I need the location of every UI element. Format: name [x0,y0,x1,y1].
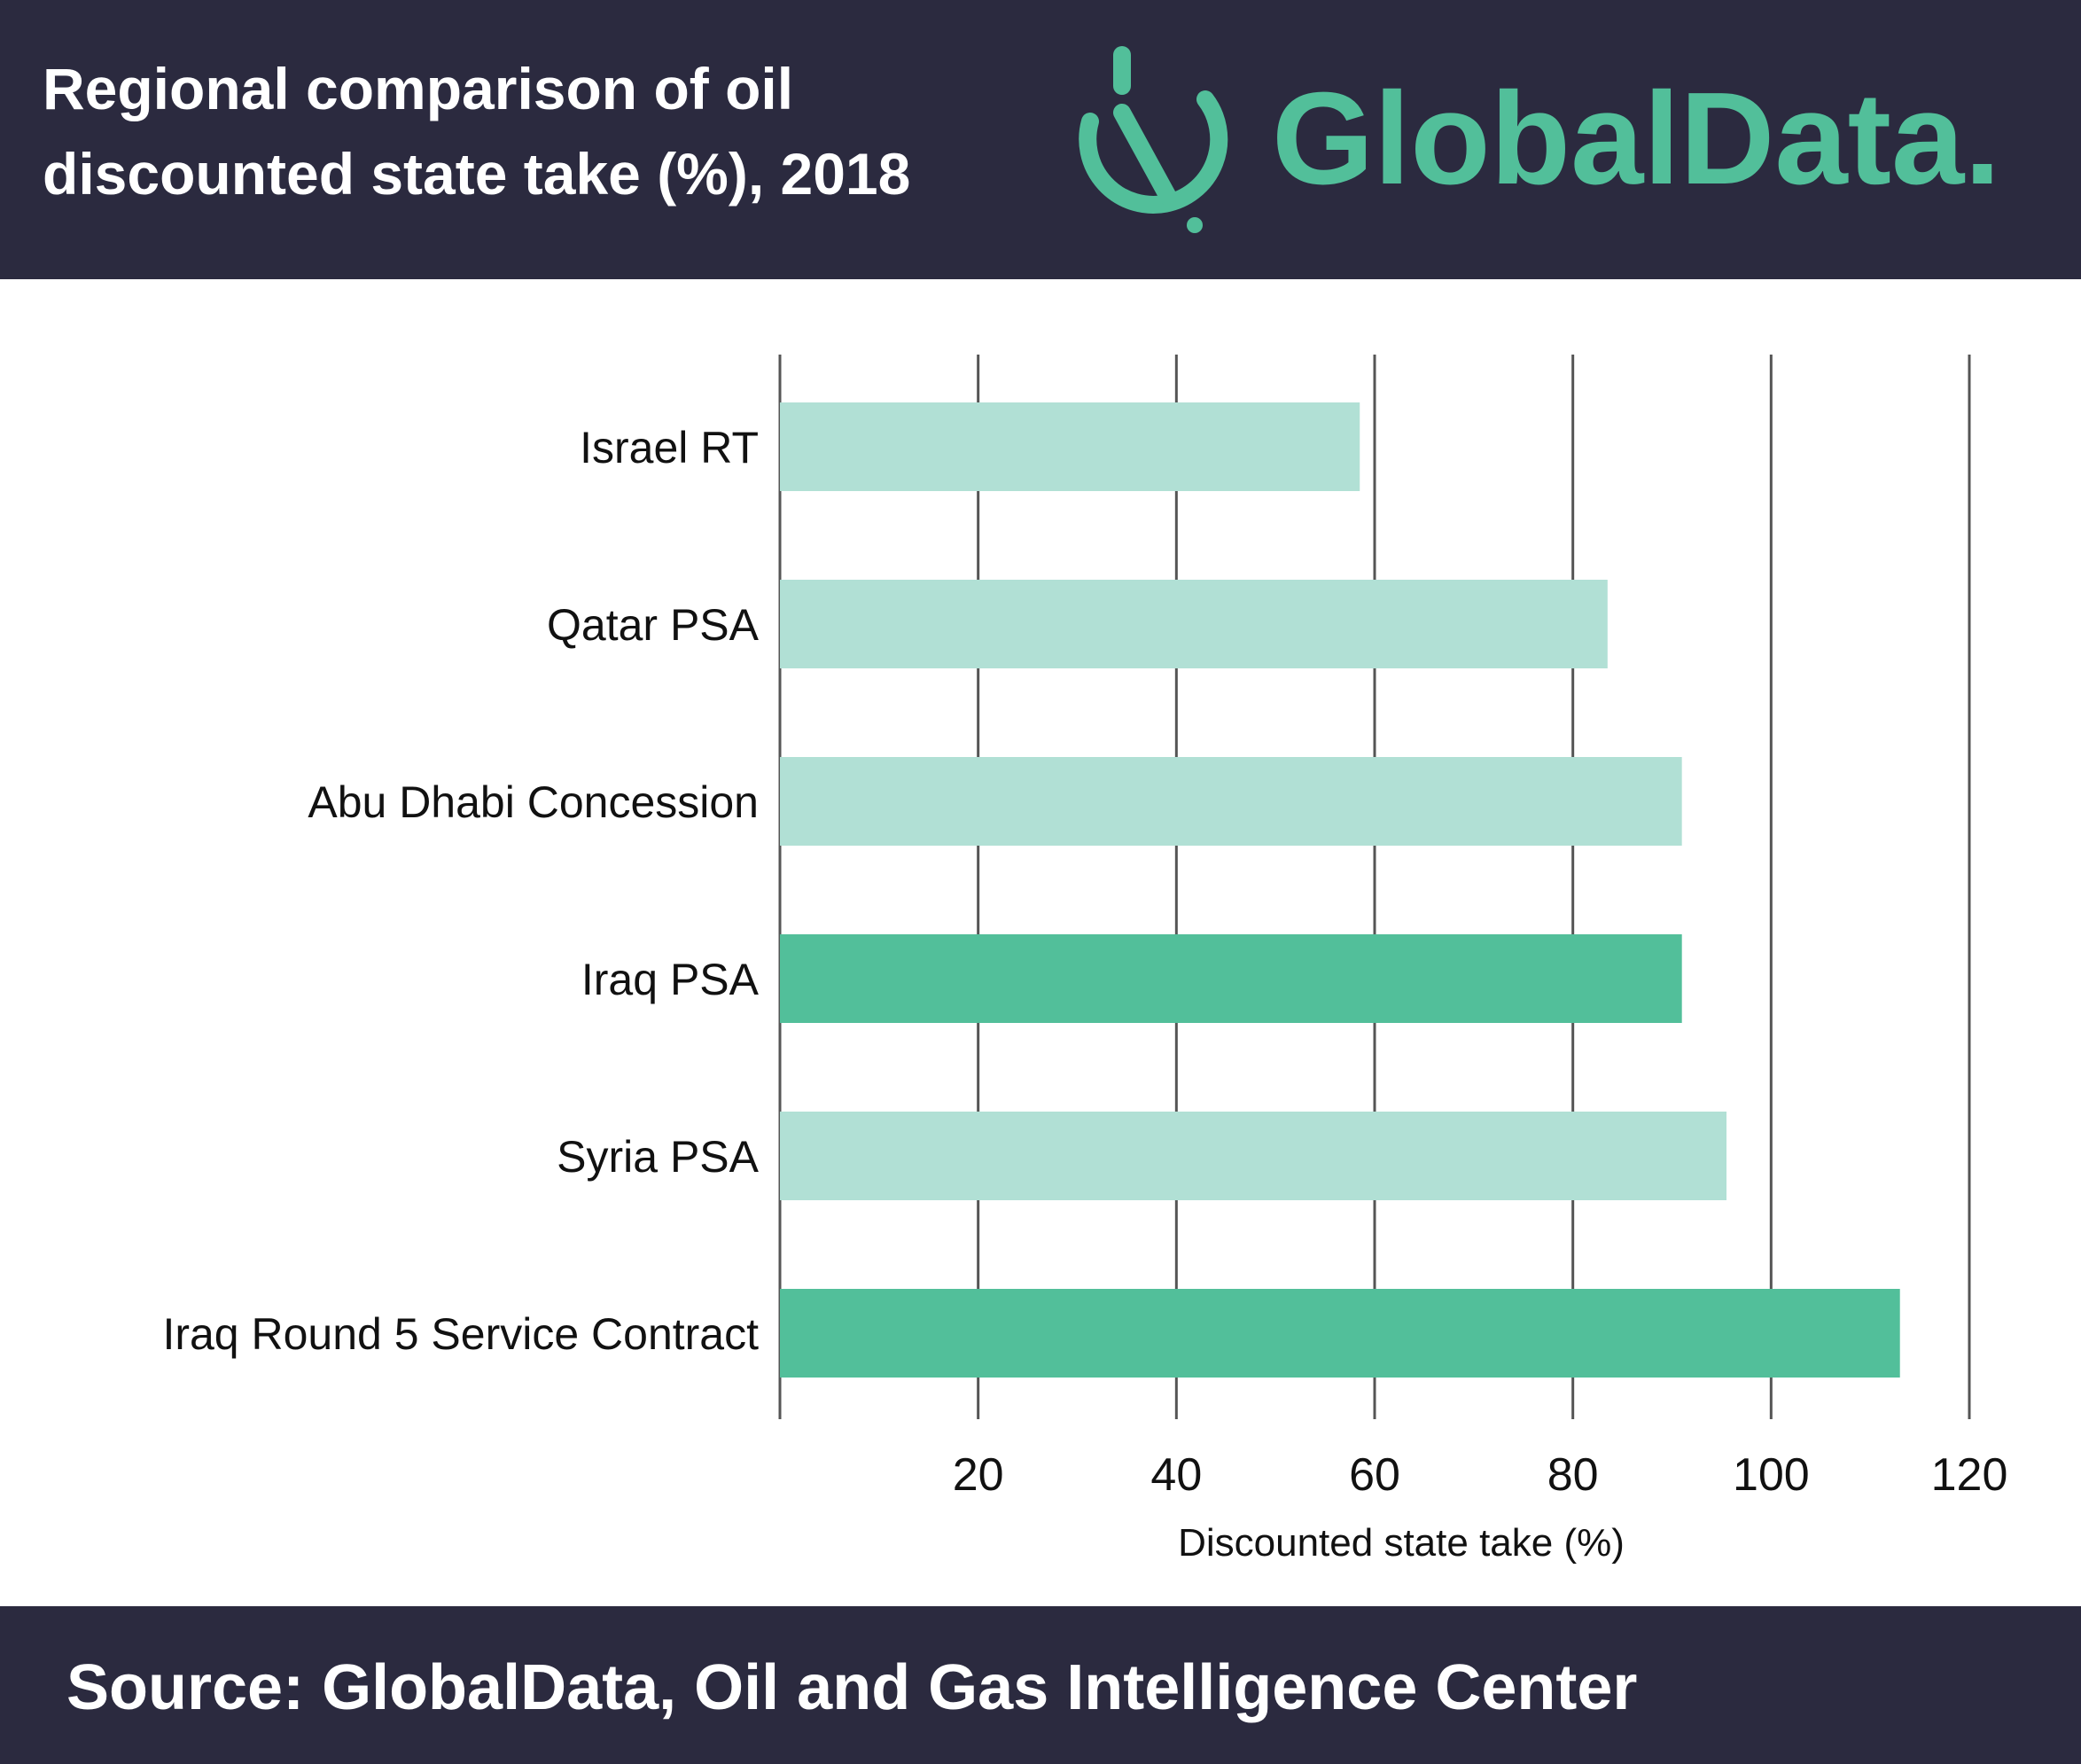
x-tick-label: 80 [1547,1449,1599,1501]
x-tick-label: 60 [1349,1449,1400,1501]
chart-title: Regional comparison of oil discounted st… [43,46,1088,216]
globaldata-logo: GlobalData. [1079,46,2000,233]
chart-title-line-2: discounted state take (%), 2018 [43,141,911,207]
bar-syria-psa [780,1112,1727,1200]
grid [778,355,1971,1419]
bar-qatar-psa [780,580,1608,668]
bar-israel-rt [780,402,1360,491]
x-tick-label: 120 [1931,1449,2008,1501]
category-label: Iraq PSA [581,955,760,1004]
source-note: Source: GlobalData, Oil and Gas Intellig… [66,1652,1638,1723]
category-labels: Israel RT Qatar PSA Abu Dhabi Concession Ir… [162,423,759,1359]
footer-banner: Source: GlobalData, Oil and Gas Intellig… [0,1606,2081,1764]
tick-labels: 20 40 60 80 100 120 [953,1449,2008,1501]
globaldata-logo-icon [1079,46,1228,233]
bars [780,402,1900,1378]
bar-iraq-round-5-service-contract [780,1289,1900,1378]
x-tick-label: 100 [1733,1449,1810,1501]
globaldata-logo-text: GlobalData. [1272,66,2000,212]
category-label: Qatar PSA [547,600,760,650]
bar-chart: Israel RT Qatar PSA Abu Dhabi Concession Ir… [162,355,2008,1565]
x-tick-label: 40 [1150,1449,1202,1501]
category-label: Syria PSA [557,1132,760,1182]
bar-abu-dhabi-concession [780,757,1682,846]
chart-title-line-1: Regional comparison of oil [43,56,794,121]
x-axis-title: Discounted state take (%) [1178,1521,1625,1565]
x-tick-label: 20 [953,1449,1004,1501]
category-label: Israel RT [580,423,759,472]
category-label: Iraq Round 5 Service Contract [162,1309,759,1359]
header-banner: Regional comparison of oil discounted st… [0,0,2081,279]
category-label: Abu Dhabi Concession [308,777,759,827]
bar-iraq-psa [780,934,1682,1023]
